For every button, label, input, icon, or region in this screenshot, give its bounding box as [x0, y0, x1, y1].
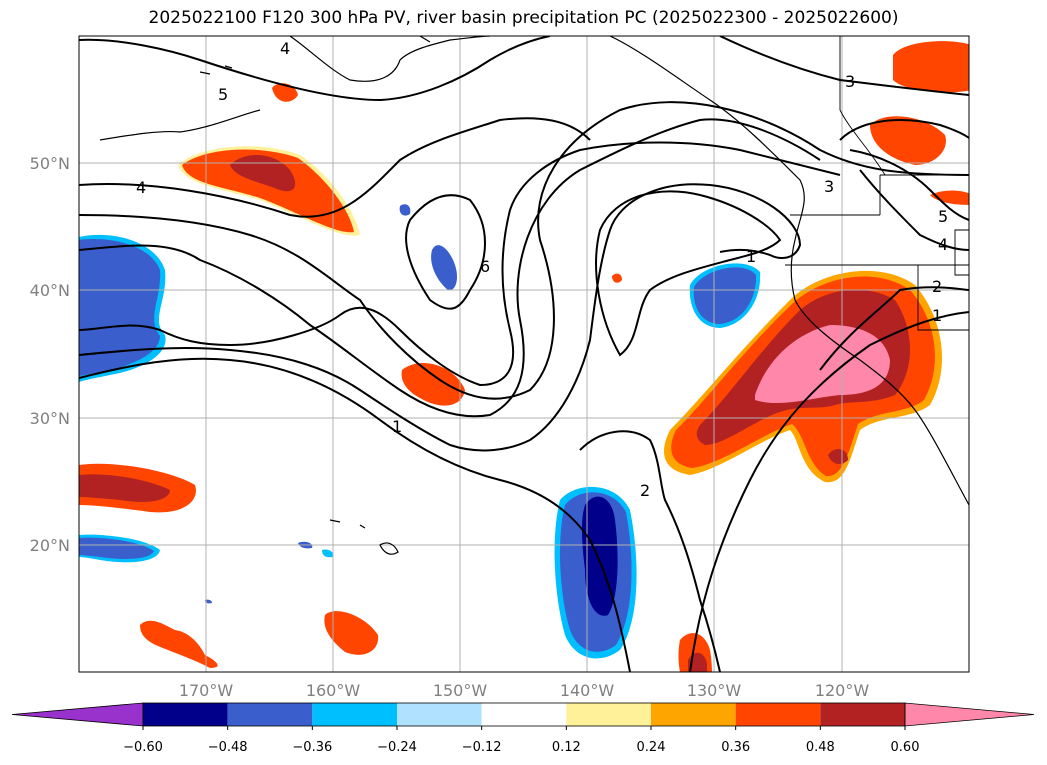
colorbar	[11, 702, 1035, 727]
colorbar-swatch	[227, 703, 313, 726]
lon-tick-label: 150°W	[433, 681, 488, 700]
colorbar-level-label: 0.12	[552, 740, 581, 755]
contour-label: 5	[218, 85, 228, 104]
colorbar-level-label: −0.12	[462, 740, 502, 755]
colorbar-swatch	[820, 703, 905, 726]
lat-tick-label: 30°N	[30, 409, 70, 428]
colorbar-level-label: 0.60	[891, 740, 920, 755]
lon-ticks: 170°W 160°W 150°W 140°W 130°W 120°W	[179, 681, 870, 700]
colorbar-swatch	[143, 703, 228, 726]
map-panel: 4 5 4 6 1 2 3 3 1 5 4 2 1	[79, 36, 969, 672]
colorbar-level-label: 0.36	[721, 740, 750, 755]
contour-label: 6	[480, 257, 490, 276]
lat-tick-label: 40°N	[30, 281, 70, 300]
colorbar-swatch	[735, 703, 821, 726]
lat-tick-label: 20°N	[30, 536, 70, 555]
colorbar-swatch	[397, 703, 482, 726]
colorbar-extend-low	[11, 702, 144, 727]
contour-label: 1	[392, 417, 402, 436]
contour-label: 5	[938, 207, 948, 226]
colorbar-labels: −0.60 −0.48 −0.36 −0.24 −0.12 0.12 0.24 0.36 0.4…	[123, 726, 919, 755]
contour-label: 4	[280, 39, 290, 58]
map-title: 2025022100 F120 300 hPa PV, river basin …	[148, 8, 899, 28]
lon-tick-label: 120°W	[815, 681, 870, 700]
coastlines	[99, 36, 969, 555]
colorbar-extend-high	[904, 702, 1035, 727]
precip-negative-shading	[79, 204, 761, 659]
contour-label: 1	[932, 306, 942, 325]
contour-label: 1	[746, 247, 756, 266]
contour-label: 2	[640, 481, 650, 500]
lon-tick-label: 140°W	[560, 681, 615, 700]
precip-positive-shading	[79, 41, 969, 672]
colorbar-level-label: −0.24	[377, 740, 417, 755]
colorbar-swatch	[312, 703, 397, 726]
lat-ticks: 50°N 40°N 30°N 20°N	[30, 154, 70, 555]
lat-tick-label: 50°N	[30, 154, 70, 173]
contour-label: 3	[845, 72, 855, 91]
colorbar-level-label: −0.60	[123, 740, 163, 755]
colorbar-level-label: −0.36	[292, 740, 332, 755]
lon-tick-label: 170°W	[179, 681, 234, 700]
contour-label: 3	[824, 177, 834, 196]
colorbar-level-label: 0.48	[806, 740, 835, 755]
contour-label: 2	[932, 277, 942, 296]
colorbar-swatch	[481, 703, 567, 726]
contour-label: 4	[938, 235, 948, 254]
colorbar-swatch	[566, 703, 651, 726]
colorbar-frame	[142, 702, 906, 727]
contour-labels: 4 5 4 6 1 2 3 3 1 5 4 2 1	[136, 39, 948, 500]
plot-frame	[78, 35, 970, 673]
lon-tick-label: 160°W	[306, 681, 361, 700]
colorbar-level-label: 0.24	[637, 740, 666, 755]
lon-tick-label: 130°W	[687, 681, 742, 700]
contour-label: 4	[136, 178, 146, 197]
colorbar-level-label: −0.48	[208, 740, 248, 755]
pv-contours	[79, 36, 969, 672]
colorbar-swatch	[651, 703, 736, 726]
